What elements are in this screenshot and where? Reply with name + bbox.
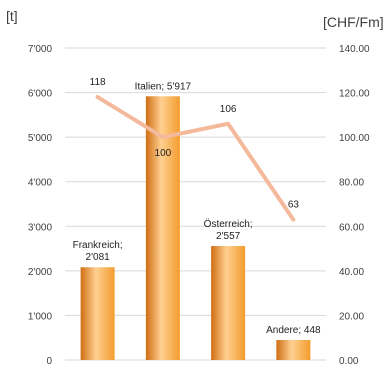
line-data-label: 106 — [220, 104, 237, 115]
bar-andere — [276, 340, 311, 360]
bar-data-label: Italien; 5'917 — [135, 81, 192, 92]
bar-labels-layer: Frankreich;2'081 Italien; 5'917 Österreich… — [73, 81, 321, 336]
bar-data-label: 2'081 — [86, 252, 111, 263]
bar-frankreich — [80, 267, 115, 360]
line-data-label: 100 — [155, 148, 172, 159]
right-axis-tick: 100.00 — [339, 133, 370, 144]
bar-italien — [145, 96, 180, 360]
left-axis-tick: 4'000 — [28, 178, 53, 189]
left-axis-ticks: 0 1'000 2'000 3'000 4'000 5'000 6'000 7'000 — [28, 44, 53, 366]
line-layer — [95, 95, 296, 222]
left-axis-unit: [t] — [6, 8, 18, 24]
right-axis-tick: 80.00 — [339, 178, 364, 189]
right-axis-unit: [CHF/Fm] — [323, 14, 383, 30]
left-axis-tick: 1'000 — [28, 311, 53, 322]
left-axis-tick: 7'000 — [28, 44, 53, 55]
bar-data-label: Frankreich; — [73, 240, 123, 251]
bar-österreich — [211, 246, 246, 360]
bar-data-label: Andere; 448 — [266, 325, 321, 336]
left-axis-tick: 2'000 — [28, 267, 53, 278]
right-axis-ticks: 0.00 20.00 40.00 60.00 80.00 100.00 120.00 140.… — [339, 44, 370, 366]
left-axis-tick: 3'000 — [28, 222, 53, 233]
right-axis-tick: 120.00 — [339, 89, 370, 100]
left-axis-tick: 0 — [46, 356, 52, 366]
right-axis-tick: 0.00 — [339, 356, 359, 366]
right-axis-tick: 60.00 — [339, 222, 364, 233]
right-axis-tick: 20.00 — [339, 311, 364, 322]
price-line — [95, 95, 296, 222]
line-labels-layer: 118 100 106 63 — [90, 77, 300, 211]
bars-layer — [80, 96, 311, 360]
right-axis-tick: 140.00 — [339, 44, 370, 55]
right-axis-tick: 40.00 — [339, 267, 364, 278]
left-axis-tick: 6'000 — [28, 89, 53, 100]
bar-data-label: 2'557 — [216, 231, 241, 242]
bar-data-label: Österreich; — [204, 218, 253, 230]
left-axis-tick: 5'000 — [28, 133, 53, 144]
line-data-label: 118 — [90, 77, 106, 88]
line-data-label: 63 — [288, 200, 300, 211]
